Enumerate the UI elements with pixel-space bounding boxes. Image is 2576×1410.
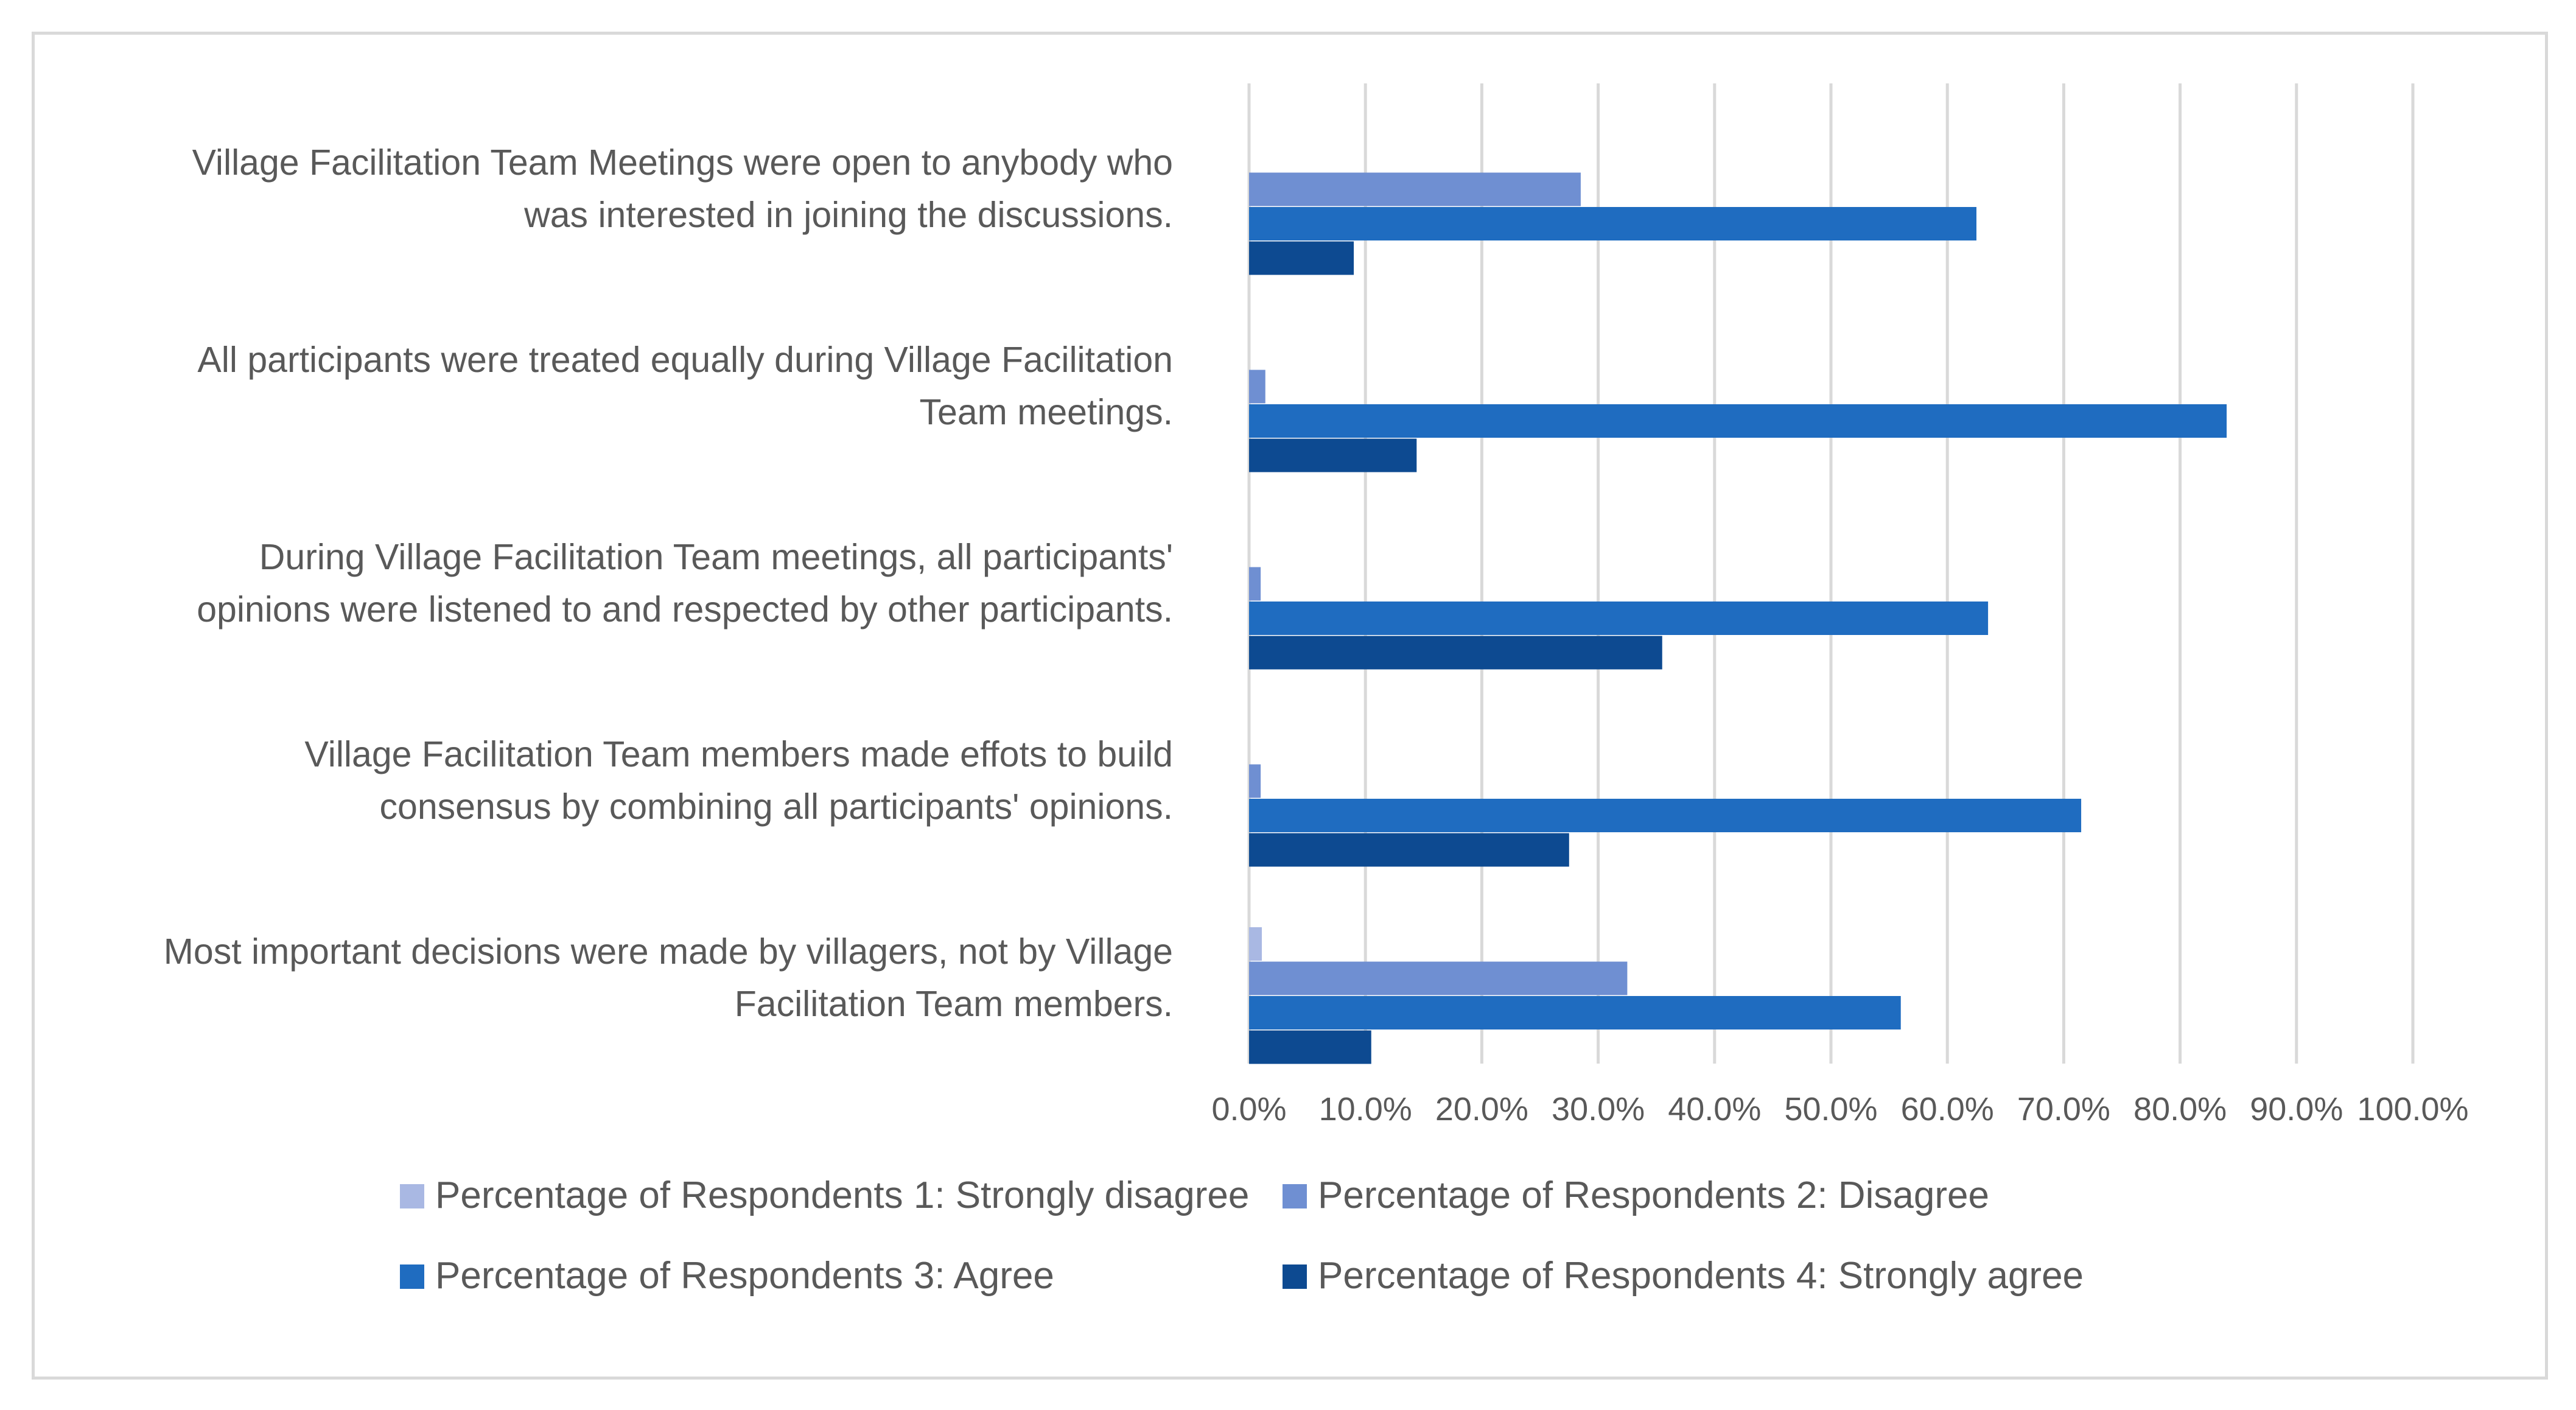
legend-label: Percentage of Respondents 4: Strongly ag… [1318,1255,2084,1297]
legend-label: Percentage of Respondents 3: Agree [435,1255,1054,1297]
bar-2 [1249,370,1265,404]
x-tick-label: 30.0% [1552,1091,1645,1128]
category-label: Village Facilitation Team Meetings were … [192,142,1173,183]
bar-2 [1249,764,1261,798]
bar-2 [1249,567,1261,601]
chart-frame: Village Facilitation Team Meetings were … [32,32,2548,1380]
category-label: Most important decisions were made by vi… [164,931,1173,972]
bar-3 [1249,404,2227,438]
category-label: opinions were listened to and respected … [197,589,1173,630]
bar-3 [1249,207,1976,240]
category-label: All participants were treated equally du… [197,340,1173,380]
x-tick-label: 10.0% [1319,1091,1412,1128]
category-label: Village Facilitation Team members made e… [304,734,1173,774]
x-tick-label: 50.0% [1784,1091,1877,1128]
legend: Percentage of Respondents 1: Strongly di… [400,1174,2084,1297]
x-tick-label: 70.0% [2017,1091,2110,1128]
legend-swatch [1283,1184,1307,1208]
legend-swatch [400,1184,424,1208]
legend-label: Percentage of Respondents 1: Strongly di… [435,1174,1249,1216]
bar-chart: Village Facilitation Team Meetings were … [164,83,2469,1297]
category-label: consensus by combining all participants'… [380,787,1173,827]
x-tick-label: 90.0% [2250,1091,2343,1128]
x-axis-ticks: 0.0% 10.0% 20.0% 30.0% 40.0% 50.0% 60.0% 70.0% 8… [1211,1091,2468,1128]
x-tick-label: 100.0% [2357,1091,2468,1128]
x-tick-label: 80.0% [2133,1091,2227,1128]
x-tick-label: 60.0% [1901,1091,1994,1128]
bar-3 [1249,996,1901,1029]
category-label: Team meetings. [920,392,1173,432]
bars [1249,172,2227,1064]
legend-swatch [1283,1264,1307,1289]
category-labels: Village Facilitation Team Meetings were … [164,142,1173,1024]
category-label: Facilitation Team members. [735,984,1173,1024]
x-tick-label: 0.0% [1211,1091,1286,1128]
bar-4 [1249,438,1417,472]
bar-2 [1249,172,1581,206]
x-tick-label: 40.0% [1668,1091,1761,1128]
legend-label: Percentage of Respondents 2: Disagree [1318,1174,1989,1216]
x-tick-label: 20.0% [1435,1091,1528,1128]
gridlines [1247,83,2415,1064]
bar-1 [1249,927,1262,961]
bar-4 [1249,636,1662,670]
bar-3 [1249,602,1989,635]
legend-swatch [400,1264,424,1289]
bar-4 [1249,833,1569,867]
bar-2 [1249,961,1628,995]
bar-4 [1249,1030,1371,1064]
category-label: During Village Facilitation Team meeting… [259,537,1173,577]
category-label: was interested in joining the discussion… [523,195,1173,235]
bar-3 [1249,799,2082,832]
bar-4 [1249,241,1354,275]
